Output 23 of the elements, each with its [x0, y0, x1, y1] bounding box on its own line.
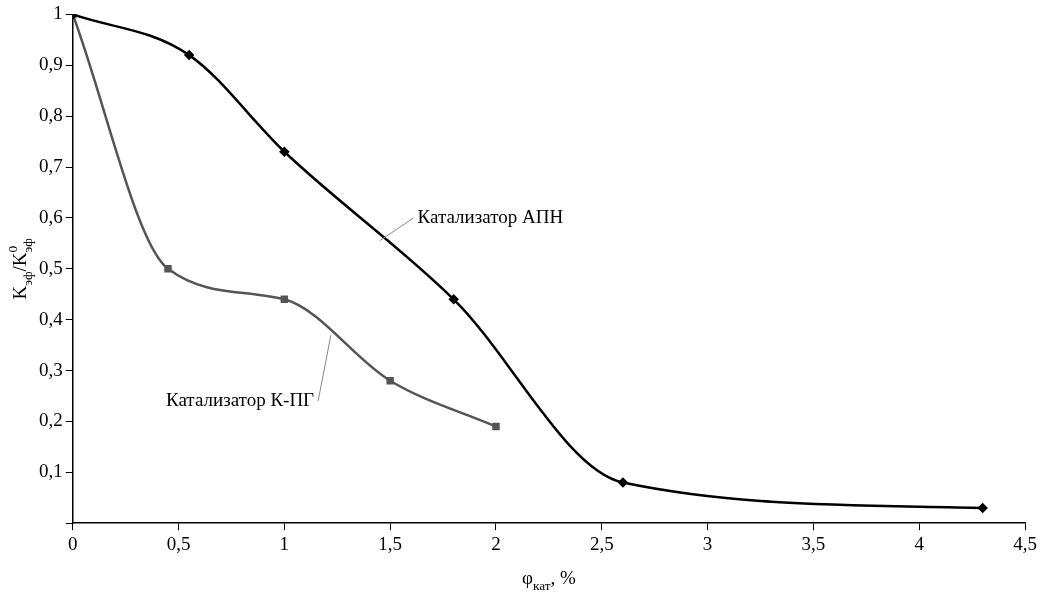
text: Катализатор К-ПГ — [165, 389, 315, 411]
x-tick-label: 3 — [702, 532, 713, 554]
x-tick-label: 2 — [491, 532, 501, 554]
y-tick-label: 0,4 — [39, 307, 64, 329]
x-tick-label: 4,5 — [1013, 532, 1037, 554]
x-tick-label: 3,5 — [801, 532, 826, 554]
x-tick-label: 1,5 — [378, 532, 403, 554]
y-tick-label: 0,6 — [39, 205, 63, 227]
y-tick-label: 1 — [53, 2, 63, 24]
x-tick-label: 0,5 — [166, 532, 191, 554]
y-tick-label: 0,1 — [39, 460, 63, 482]
x-tick-label: 0 — [68, 532, 78, 554]
series-label: Катализатор АПН — [417, 205, 564, 227]
y-tick-label: 0,2 — [39, 409, 63, 431]
x-tick-label: 4 — [914, 532, 925, 554]
x-tick-label: 1 — [279, 532, 290, 554]
y-axis-title: Kэф/Kэф0 — [5, 237, 35, 300]
y-tick-label: 0,3 — [39, 358, 63, 380]
y-tick-label: 0,5 — [39, 256, 63, 278]
y-tick-label: 0,9 — [39, 53, 63, 75]
y-tick-label: 0,8 — [39, 104, 63, 126]
y-tick-label: 0,7 — [39, 155, 63, 177]
x-tick-label: 2,5 — [589, 532, 614, 554]
